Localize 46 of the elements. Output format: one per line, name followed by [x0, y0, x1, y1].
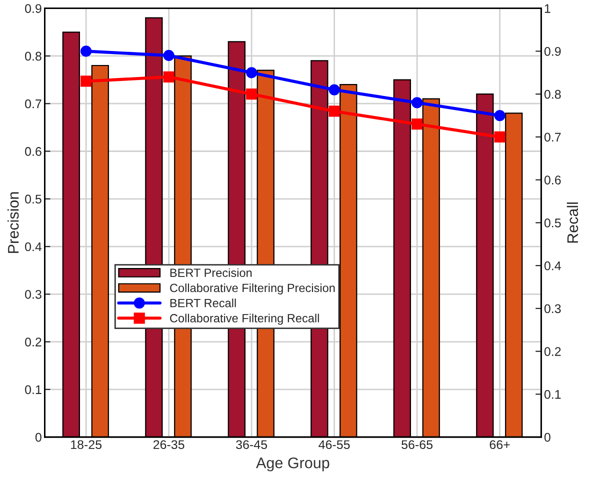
y2-tick-label: 0.5 — [544, 218, 561, 228]
x-tick-label: 18-25 — [71, 440, 102, 450]
point — [80, 76, 92, 87]
y2-tick-label: 0.6 — [544, 176, 561, 184]
y-tick-label: 0.2 — [25, 338, 42, 346]
point — [494, 131, 506, 143]
x-tick-label: 46-55 — [318, 440, 350, 450]
point — [246, 67, 258, 78]
point — [494, 110, 506, 122]
y2-tick-label: 0.9 — [544, 47, 561, 56]
y2-tick-label: 0.3 — [544, 304, 561, 314]
y2-tick-label: 0.4 — [544, 261, 561, 270]
y-tick-label: 0 — [35, 432, 42, 442]
y-tick-label: 0.9 — [25, 4, 42, 13]
y2-tick-label: 0.8 — [544, 90, 561, 99]
x-tick-label: 26-35 — [153, 440, 184, 450]
legend-label: Collaborative Filtering Precision — [170, 283, 335, 294]
x-tick-label: 56-65 — [402, 440, 433, 450]
point — [328, 84, 340, 96]
point — [246, 88, 258, 100]
point — [328, 106, 340, 117]
y-tick-label: 0.8 — [25, 52, 42, 61]
x-tick-label: 36-45 — [236, 440, 268, 450]
point — [80, 46, 92, 57]
point — [411, 118, 423, 130]
legend-label: Collaborative Filtering Recall — [170, 314, 319, 325]
y-tick-label: 0.5 — [25, 194, 42, 204]
y2-tick-label: 0.2 — [544, 347, 561, 356]
y-tick-label: 0.7 — [25, 99, 42, 108]
y2-tick-label: 0.1 — [544, 390, 561, 399]
point — [163, 71, 174, 82]
x-tick-label: 66+ — [490, 440, 510, 450]
x-axis-title: Age Group — [256, 457, 330, 472]
y-tick-label: 0.3 — [25, 290, 42, 299]
y2-tick-label: 0 — [544, 432, 550, 442]
y-tick-label: 0.6 — [25, 147, 42, 156]
y2-axis-title: Recall — [566, 202, 578, 243]
y2-tick-label: 0.7 — [544, 132, 561, 142]
point — [411, 97, 423, 108]
legend-label: BERT Precision — [170, 268, 252, 277]
point — [163, 50, 174, 62]
y-tick-label: 0.4 — [25, 242, 42, 252]
y2-tick-label: 1 — [544, 4, 550, 13]
y-tick-label: 0.1 — [25, 385, 42, 394]
legend-label: BERT Recall — [170, 298, 236, 308]
y-axis-title: Precision — [8, 192, 19, 253]
